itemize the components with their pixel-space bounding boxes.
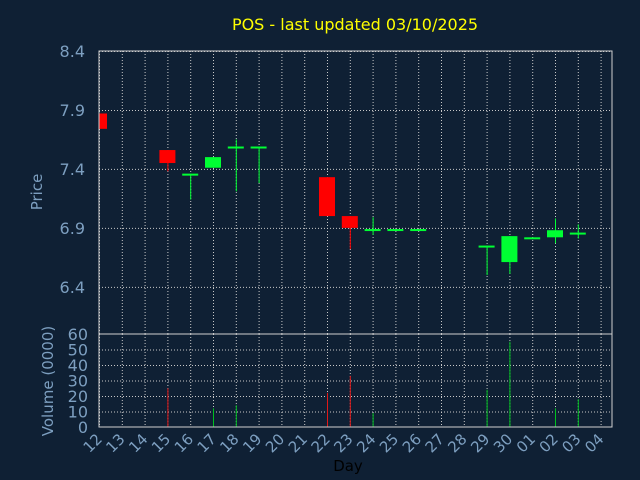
candle-body <box>524 237 541 240</box>
candle-body <box>478 245 495 248</box>
candle <box>159 150 176 172</box>
candle <box>547 218 563 244</box>
price-tick-label: 6.4 <box>60 278 85 297</box>
price-y-ticks: 8.4 7.9 7.4 6.9 6.4 <box>60 42 85 297</box>
candle-body <box>227 146 244 149</box>
candle-body <box>341 216 358 228</box>
volume-tick-label: 30 <box>68 372 88 391</box>
price-tick-label: 7.9 <box>60 101 85 120</box>
candle <box>410 229 427 232</box>
chart-title: POS - last updated 03/10/2025 <box>232 15 478 34</box>
candle <box>250 146 267 184</box>
candle-body <box>387 229 404 232</box>
candle-body <box>250 146 267 149</box>
volume-tick-label: 40 <box>68 356 88 375</box>
price-tick-label: 7.4 <box>60 160 85 179</box>
price-axis-label: Price <box>28 174 46 211</box>
candle <box>341 216 358 250</box>
candle <box>205 157 221 168</box>
candle-body <box>569 232 586 235</box>
candle <box>501 236 518 274</box>
volume-tick-label: 10 <box>68 403 88 422</box>
volume-axis-label: Volume (0000) <box>39 326 57 436</box>
candle <box>319 177 335 217</box>
candle-body <box>99 113 107 129</box>
candle-body <box>547 230 563 238</box>
candle <box>364 217 381 235</box>
candle <box>387 229 404 232</box>
candle <box>478 245 495 276</box>
candle-body <box>205 157 221 168</box>
volume-tick-label: 50 <box>68 341 88 360</box>
candle-body <box>319 177 335 217</box>
candlestick-series <box>99 113 586 276</box>
candle-body <box>410 229 427 232</box>
candle-body <box>501 236 518 263</box>
candle-body <box>159 150 176 164</box>
candle <box>227 139 244 192</box>
volume-panel-frame <box>98 333 613 428</box>
candle <box>182 173 199 200</box>
x-ticks: 1213141516171819202122232425262728293001… <box>80 430 608 456</box>
price-grid <box>99 51 612 334</box>
volume-tick-label: 60 <box>68 325 88 344</box>
volume-tick-label: 20 <box>68 387 88 406</box>
candle <box>524 237 541 240</box>
volume-series <box>167 341 579 427</box>
volume-tick-label: 0 <box>78 418 88 437</box>
candle-body <box>182 173 199 176</box>
candle-body <box>364 229 381 232</box>
candle <box>99 113 107 129</box>
candle <box>569 224 586 239</box>
price-tick-label: 8.4 <box>60 42 85 61</box>
x-axis-label: Day <box>333 457 363 475</box>
price-tick-label: 6.9 <box>60 219 85 238</box>
